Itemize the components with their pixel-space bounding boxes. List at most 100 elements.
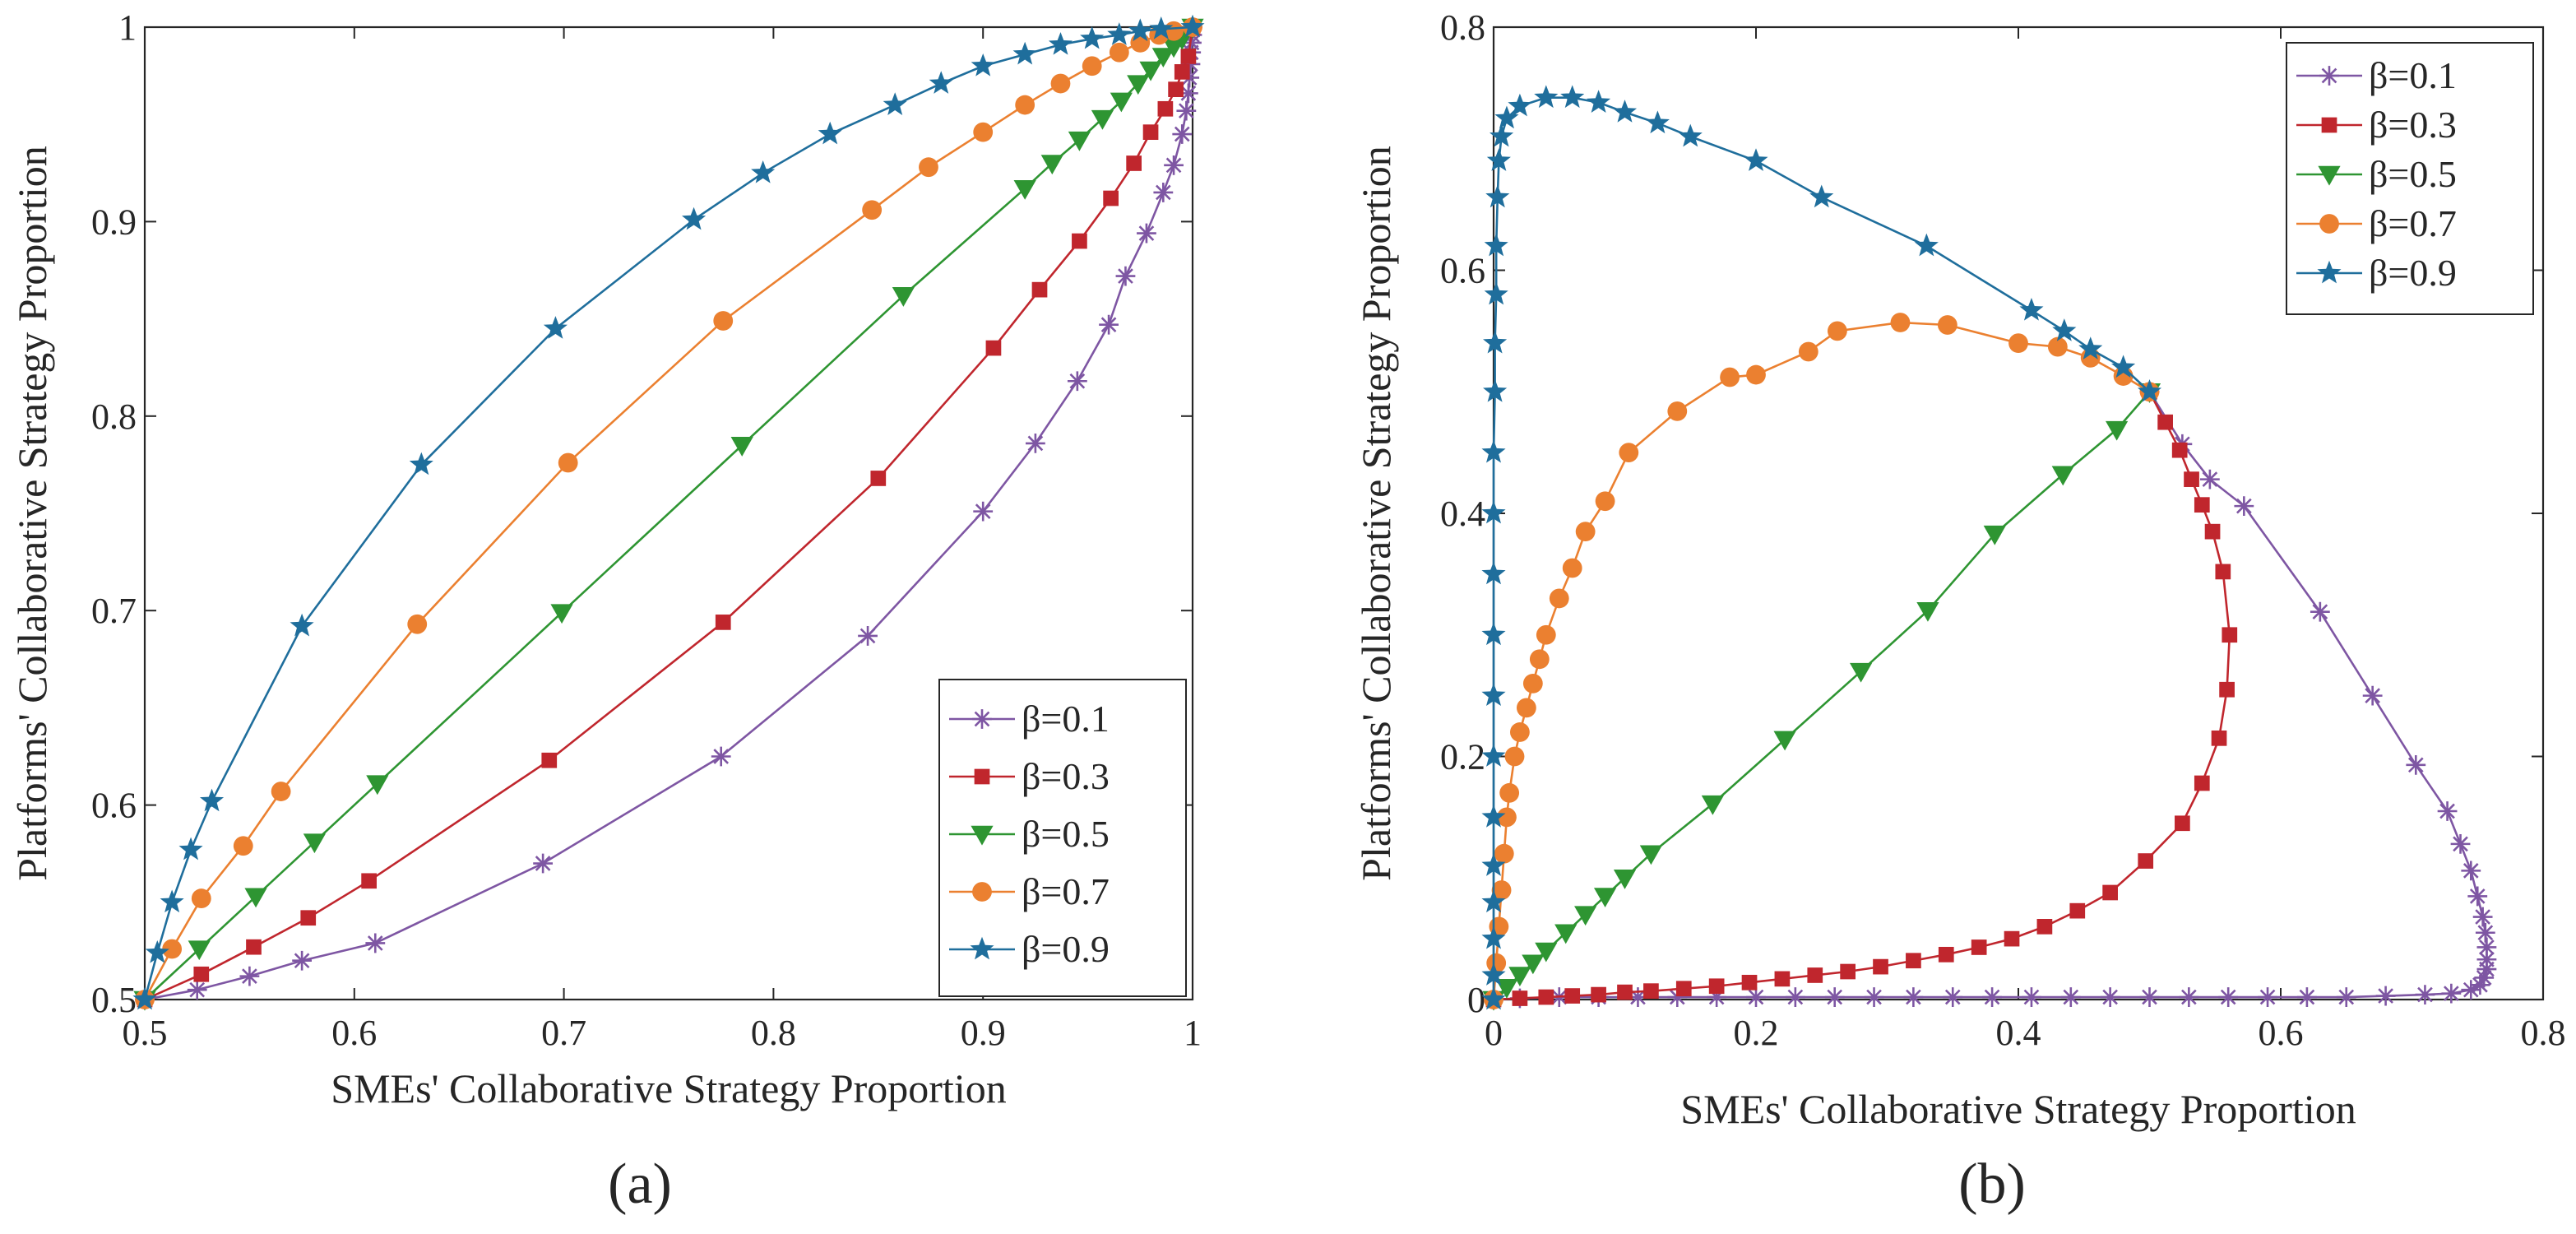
data-point — [246, 939, 262, 955]
series-b-4 — [1484, 313, 2160, 1009]
data-point — [1873, 958, 1888, 975]
legend-label: β=0.9 — [1022, 928, 1110, 970]
data-point — [1497, 807, 1517, 828]
data-point — [1916, 602, 1939, 622]
data-point — [1486, 148, 1511, 171]
data-point — [862, 200, 883, 220]
data-point — [2100, 987, 2120, 1007]
data-point — [1082, 56, 1102, 77]
legend-marker — [972, 882, 992, 902]
data-point — [1549, 588, 1569, 609]
x-tick-label: 0.8 — [751, 1013, 796, 1053]
data-point — [1180, 14, 1205, 38]
data-point — [2138, 853, 2154, 869]
data-point — [2204, 523, 2221, 540]
data-point — [1707, 987, 1727, 1007]
x-tick-label: 0.5 — [123, 1013, 168, 1053]
data-point — [1575, 522, 1596, 542]
data-point — [2179, 987, 2199, 1007]
legend-marker — [2319, 66, 2339, 86]
data-point — [2441, 983, 2462, 1004]
data-point — [1109, 42, 1129, 63]
data-point — [1639, 845, 1662, 865]
data-point — [1667, 987, 1688, 1007]
data-point — [1050, 73, 1071, 94]
data-point — [1850, 662, 1873, 683]
data-point — [1522, 954, 1545, 975]
data-point — [2051, 466, 2074, 486]
y-tick-label: 0.8 — [91, 397, 137, 437]
legend-label: β=0.5 — [2369, 153, 2457, 195]
data-point — [1510, 722, 1530, 742]
y-tick-label: 0.9 — [91, 202, 137, 242]
legend-label: β=0.7 — [2369, 202, 2457, 244]
data-point — [2184, 471, 2199, 487]
x-tick-label: 0 — [1485, 1013, 1503, 1053]
series-a-3 — [133, 18, 1204, 1011]
data-point — [1645, 110, 1670, 134]
data-point — [2060, 987, 2081, 1007]
data-point — [715, 615, 731, 630]
data-point — [1903, 987, 1924, 1007]
legend-marker — [2319, 214, 2339, 234]
y-tick-label: 0.6 — [91, 786, 137, 826]
data-point — [730, 437, 753, 457]
data-point — [2258, 987, 2277, 1007]
data-point — [233, 836, 253, 856]
data-point — [1490, 123, 1514, 147]
data-point — [1026, 433, 1045, 453]
data-point — [870, 471, 887, 486]
data-point — [1824, 987, 1845, 1007]
data-point — [2470, 975, 2490, 995]
data-point — [2476, 959, 2497, 979]
y-tick-label: 0.4 — [1440, 494, 1485, 534]
data-point — [1798, 341, 1818, 362]
data-point — [2199, 469, 2220, 489]
data-point — [2461, 861, 2481, 881]
data-point — [1914, 233, 1939, 257]
x-tick-label: 0.6 — [2259, 1013, 2304, 1053]
data-point — [2175, 815, 2190, 832]
data-point — [1534, 85, 1559, 109]
legend-label: β=0.7 — [1022, 870, 1110, 912]
data-point — [2194, 775, 2210, 791]
data-point — [2047, 336, 2068, 357]
panel-label: (a) — [608, 1153, 672, 1216]
data-point — [2022, 987, 2041, 1007]
data-point — [2069, 902, 2086, 919]
data-point — [2234, 496, 2254, 517]
data-point — [1983, 525, 2006, 545]
y-axis-label: Platforms' Collaborative Strategy Propor… — [9, 146, 55, 881]
data-point — [1031, 281, 1048, 298]
data-point — [1938, 946, 1954, 963]
data-point — [1180, 49, 1197, 64]
legend-marker — [974, 768, 990, 785]
data-point — [271, 782, 291, 801]
data-point — [2336, 987, 2356, 1007]
data-point — [1481, 683, 1506, 706]
x-tick-label: 0.7 — [541, 1013, 586, 1053]
data-point — [1481, 561, 1506, 585]
data-point — [2461, 980, 2481, 1000]
data-point — [1149, 16, 1174, 39]
data-point — [1643, 983, 1659, 1000]
x-axis-label: SMEs' Collaborative Strategy Proportion — [331, 1065, 1006, 1111]
data-point — [1485, 184, 1510, 208]
data-point — [1481, 744, 1506, 767]
data-point — [1176, 100, 1197, 121]
data-point — [2008, 333, 2028, 354]
data-point — [2474, 967, 2495, 988]
data-point — [1168, 81, 1184, 97]
data-point — [543, 316, 568, 339]
data-point — [713, 311, 734, 331]
series-b-1 — [1484, 382, 2497, 1009]
data-point — [1484, 281, 1508, 305]
data-point — [2472, 907, 2493, 927]
data-point — [1494, 843, 1514, 864]
x-axis-label: SMEs' Collaborative Strategy Proportion — [1680, 1086, 2356, 1132]
data-point — [1560, 85, 1585, 109]
data-point — [1499, 782, 1520, 803]
legend-marker — [971, 825, 994, 846]
data-point — [2157, 414, 2173, 430]
data-point — [973, 122, 994, 142]
